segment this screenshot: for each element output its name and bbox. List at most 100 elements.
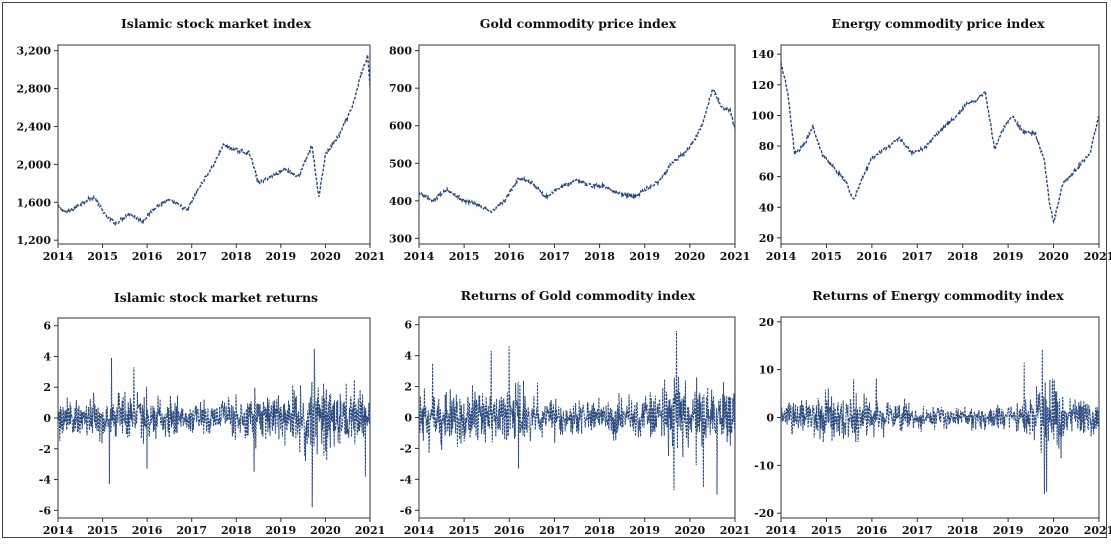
y-tick-label: 800 <box>389 45 412 58</box>
y-tick-label: -4 <box>39 474 52 487</box>
y-tick-label: 2,800 <box>17 83 52 96</box>
chart-panel-5: Returns of Gold commodity index 2014 2015 2… <box>400 288 751 537</box>
chart-panel-1: Islamic stock market index 2014 2015 2016 20… <box>17 16 386 263</box>
x-tick-label: 2017 <box>539 524 570 537</box>
x-tick-label: 2014 <box>404 250 435 263</box>
y-tick-label: 2,400 <box>17 120 52 133</box>
x-tick-label: 2019 <box>993 250 1024 263</box>
x-tick-label: 2021 <box>1084 250 1111 263</box>
x-tick-label: 2018 <box>221 250 252 263</box>
x-tick-label: 2017 <box>176 524 207 537</box>
y-tick-label: 1,200 <box>17 234 52 247</box>
y-tick-label: -20 <box>754 507 774 520</box>
x-tick-label: 2019 <box>993 524 1024 537</box>
x-tick-label: 2016 <box>857 250 888 263</box>
x-tick-label: 2019 <box>266 524 297 537</box>
x-tick-label: 2015 <box>811 524 842 537</box>
chart-title: Islamic stock market returns <box>114 290 318 305</box>
x-tick-label: 2021 <box>720 524 751 537</box>
plot-area <box>780 44 1100 245</box>
y-tick-label: 6 <box>404 319 412 332</box>
series-line <box>57 54 371 227</box>
y-tick-label: 300 <box>389 232 412 245</box>
x-tick-label: 2015 <box>449 250 480 263</box>
x-tick-label: 2014 <box>766 250 797 263</box>
x-tick-label: 2020 <box>1038 524 1069 537</box>
x-tick-label: 2018 <box>947 250 978 263</box>
x-tick-label: 2015 <box>449 524 480 537</box>
x-tick-label: 2014 <box>43 524 74 537</box>
y-tick-label: 140 <box>751 48 774 61</box>
x-tick-label: 2020 <box>310 524 341 537</box>
y-tick-label: 120 <box>751 79 774 92</box>
y-tick-label: 100 <box>751 109 774 122</box>
y-tick-label: 6 <box>43 320 51 333</box>
x-tick-label: 2017 <box>176 250 207 263</box>
y-tick-label: 700 <box>389 82 412 95</box>
y-tick-label: -6 <box>39 504 52 517</box>
chart-title: Returns of Energy commodity index <box>812 288 1064 303</box>
x-tick-label: 2016 <box>132 250 163 263</box>
y-tick-label: 400 <box>389 195 412 208</box>
series-line <box>57 348 371 508</box>
x-tick-label: 2021 <box>1084 524 1111 537</box>
y-tick-label: 0 <box>43 412 51 425</box>
y-tick-label: -2 <box>400 442 412 455</box>
y-tick-label: 1,600 <box>17 196 52 209</box>
x-tick-label: 2018 <box>584 524 615 537</box>
y-tick-label: 2 <box>404 381 412 394</box>
x-tick-label: 2021 <box>720 250 751 263</box>
series-line <box>780 349 1100 495</box>
x-tick-label: 2016 <box>494 524 525 537</box>
chart-title: Energy commodity price index <box>831 16 1045 31</box>
y-tick-label: 0 <box>404 412 412 425</box>
chart-panel-2: Gold commodity price index 2014 2015 2016 20… <box>389 16 750 263</box>
chart-title: Returns of Gold commodity index <box>461 288 696 303</box>
x-tick-label: 2018 <box>584 250 615 263</box>
series-line <box>418 87 736 214</box>
y-tick-label: 20 <box>759 316 775 329</box>
x-tick-label: 2014 <box>404 524 435 537</box>
x-tick-label: 2019 <box>629 524 660 537</box>
x-tick-label: 2021 <box>355 250 386 263</box>
y-tick-label: 3,200 <box>17 45 52 58</box>
x-tick-label: 2020 <box>310 250 341 263</box>
x-tick-label: 2019 <box>266 250 297 263</box>
x-tick-label: 2015 <box>811 250 842 263</box>
x-tick-label: 2016 <box>857 524 888 537</box>
x-tick-label: 2017 <box>902 250 933 263</box>
x-tick-label: 2018 <box>221 524 252 537</box>
y-tick-label: -6 <box>400 504 413 517</box>
chart-panel-3: Energy commodity price index 2014 2015 2016… <box>751 16 1111 263</box>
x-tick-label: 2015 <box>87 250 118 263</box>
y-tick-label: 4 <box>404 350 412 363</box>
y-tick-label: -2 <box>39 443 51 456</box>
series-line <box>418 330 736 495</box>
y-tick-label: 60 <box>759 171 775 184</box>
y-tick-label: 80 <box>759 140 775 153</box>
y-tick-label: 20 <box>759 232 775 245</box>
series-line <box>780 62 1100 225</box>
x-tick-label: 2020 <box>675 250 706 263</box>
y-tick-label: 10 <box>759 364 775 377</box>
y-tick-label: 4 <box>43 350 51 363</box>
y-tick-label: 500 <box>389 157 412 170</box>
x-tick-label: 2015 <box>87 524 118 537</box>
x-tick-label: 2020 <box>1038 250 1069 263</box>
y-tick-label: 600 <box>389 120 412 133</box>
x-tick-label: 2016 <box>132 524 163 537</box>
x-tick-label: 2017 <box>539 250 570 263</box>
x-tick-label: 2014 <box>766 524 797 537</box>
plot-area <box>418 44 736 245</box>
y-tick-label: 2,000 <box>17 158 52 171</box>
x-tick-label: 2018 <box>947 524 978 537</box>
chart-title: Islamic stock market index <box>121 16 312 31</box>
y-tick-label: -10 <box>754 459 774 472</box>
plot-area <box>57 44 371 245</box>
y-tick-label: 40 <box>759 201 775 214</box>
x-tick-label: 2014 <box>43 250 74 263</box>
y-tick-label: 2 <box>43 381 51 394</box>
